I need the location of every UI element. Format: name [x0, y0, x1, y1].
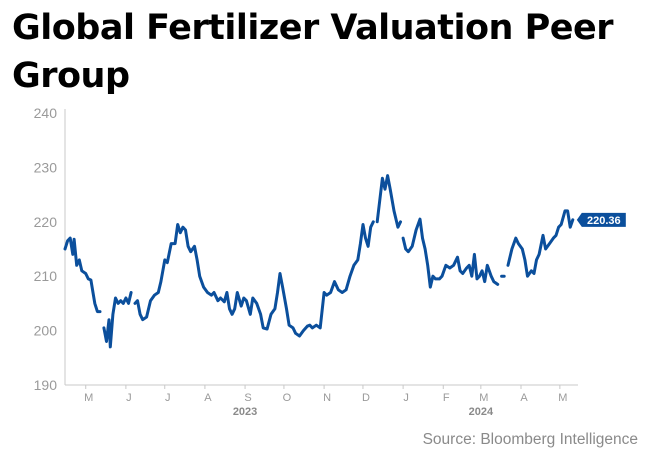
- chart-series: [63, 174, 575, 349]
- source-note: Source: Bloomberg Intelligence: [422, 431, 638, 448]
- series-line-segment: [63, 236, 102, 314]
- y-tick-label: 220: [34, 214, 58, 230]
- last-value-label-text: 220.36: [587, 215, 621, 227]
- series-line-segment: [133, 220, 375, 338]
- x-tick-label: M: [479, 392, 488, 404]
- x-tick-label: N: [323, 392, 331, 404]
- x-year-label: 2024: [469, 406, 494, 418]
- x-tick-label: A: [204, 392, 212, 404]
- y-tick-label: 210: [34, 268, 58, 284]
- chart-axes: 190 200 210 220 230 240 M J J A S O N D J F M A M 2023 2024: [34, 105, 578, 418]
- x-tick-label: A: [520, 392, 528, 404]
- y-tick-label: 190: [34, 377, 58, 393]
- y-tick-label: 230: [34, 159, 58, 175]
- x-year-label: 2023: [233, 406, 257, 418]
- y-tick-label: 240: [34, 105, 58, 121]
- last-value-label-background: [576, 212, 626, 227]
- x-tick-label: M: [558, 392, 567, 404]
- x-tick-label: S: [244, 392, 251, 404]
- x-tick-label: F: [443, 392, 450, 404]
- series-line-segment: [401, 217, 500, 289]
- last-value-label: 220.36: [576, 212, 626, 227]
- x-tick-label: J: [403, 392, 409, 404]
- series-line-segment: [102, 291, 133, 349]
- x-tick-label: M: [84, 392, 93, 404]
- series-line-segment: [375, 174, 402, 229]
- x-tick-label: D: [362, 392, 370, 404]
- x-tick-label: J: [165, 392, 171, 404]
- series-line-segment: [506, 209, 575, 278]
- x-tick-label: J: [126, 392, 132, 404]
- y-tick-label: 200: [34, 323, 58, 339]
- chart-title: Global Fertilizer Valuation Peer Group: [12, 8, 613, 96]
- x-tick-label: O: [283, 392, 292, 404]
